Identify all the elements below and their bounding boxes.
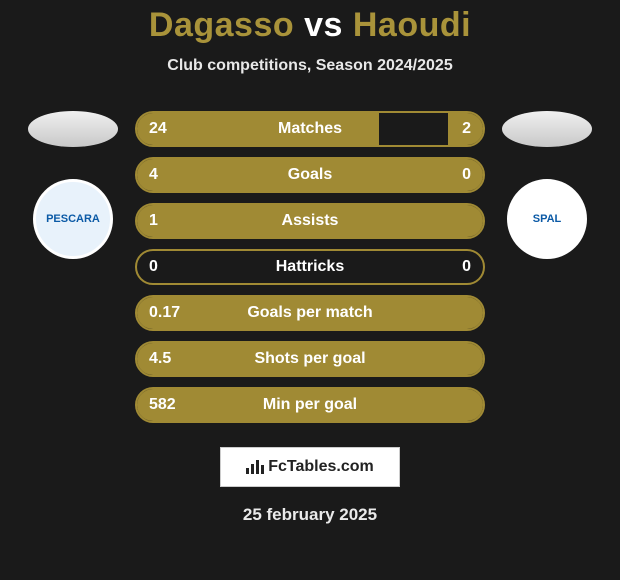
stat-bar: Goals4 0 <box>135 157 485 193</box>
stat-bar: Hattricks0 0 <box>135 249 485 285</box>
stat-bar: Shots per goal4.5 <box>135 341 485 377</box>
left-club-crest: PESCARA <box>33 179 113 259</box>
stat-bar-value-right: 2 <box>462 120 471 138</box>
stat-bar-label: Assists <box>137 212 483 230</box>
page-title: Dagasso vs Haoudi <box>0 0 620 45</box>
comparison-row: PESCARA Matches24 2 Goals4 0 Assists1 Hattric… <box>0 111 620 423</box>
right-club-label: SPAL <box>533 213 562 225</box>
right-player-col: SPAL <box>501 111 593 259</box>
stats-bars: Matches242Goals40Assists1Hattricks00Goal… <box>135 111 485 423</box>
right-club-crest: SPAL <box>507 179 587 259</box>
brand-badge[interactable]: FcTables.com <box>220 447 400 487</box>
date-line: 25 february 2025 <box>0 505 620 525</box>
stat-bar-value-left: 582 <box>149 396 176 414</box>
brand-text: FcTables.com <box>268 458 374 476</box>
left-club-label: PESCARA <box>46 213 100 225</box>
stat-bar-label: Goals per match <box>137 304 483 322</box>
stat-bar-label: Goals <box>137 166 483 184</box>
title-player1: Dagasso <box>149 6 294 44</box>
chart-icon <box>246 460 264 474</box>
stat-bar-label: Shots per goal <box>137 350 483 368</box>
stat-bar-value-right: 0 <box>462 166 471 184</box>
stat-bar-value-left: 1 <box>149 212 158 230</box>
stat-bar-value-left: 0.17 <box>149 304 180 322</box>
title-vs: vs <box>304 6 343 44</box>
stat-bar-value-left: 4 <box>149 166 158 184</box>
stat-bar: Min per goal582 <box>135 387 485 423</box>
player-silhouette-left <box>28 111 118 147</box>
stat-bar-value-left: 24 <box>149 120 167 138</box>
stat-bar-value-left: 4.5 <box>149 350 171 368</box>
stat-bar-label: Min per goal <box>137 396 483 414</box>
title-player2: Haoudi <box>353 6 471 44</box>
stat-bar-label: Matches <box>137 120 483 138</box>
stat-bar: Assists1 <box>135 203 485 239</box>
stat-bar: Matches24 2 <box>135 111 485 147</box>
player-silhouette-right <box>502 111 592 147</box>
stat-bar: Goals per match0.17 <box>135 295 485 331</box>
subtitle: Club competitions, Season 2024/2025 <box>0 57 620 75</box>
left-player-col: PESCARA <box>27 111 119 259</box>
stat-bar-value-left: 0 <box>149 258 158 276</box>
stat-bar-label: Hattricks <box>137 258 483 276</box>
stat-bar-value-right: 0 <box>462 258 471 276</box>
